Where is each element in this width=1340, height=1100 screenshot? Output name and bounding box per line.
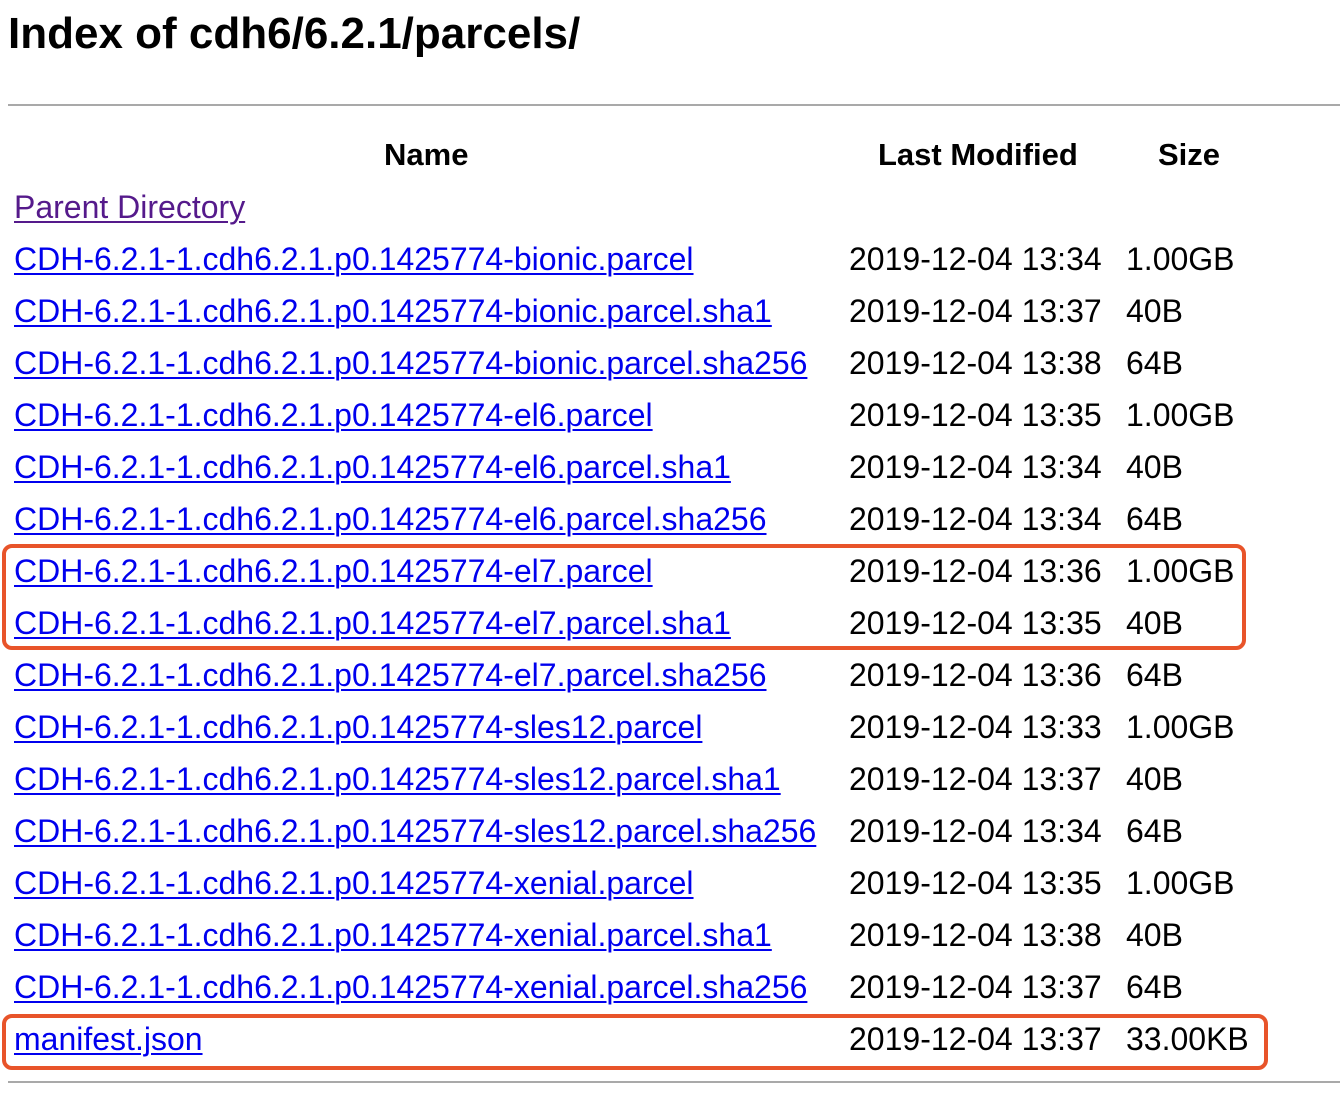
- last-modified-cell: 2019-12-04 13:36: [849, 657, 1102, 693]
- table-row: CDH-6.2.1-1.cdh6.2.1.p0.1425774-el7.parc…: [14, 649, 1183, 701]
- last-modified-cell: 2019-12-04 13:34: [849, 241, 1102, 277]
- file-link[interactable]: manifest.json: [14, 1021, 203, 1057]
- size-cell: 1.00GB: [1126, 865, 1235, 901]
- file-link[interactable]: CDH-6.2.1-1.cdh6.2.1.p0.1425774-xenial.p…: [14, 969, 808, 1005]
- size-cell: 64B: [1126, 969, 1183, 1005]
- file-link[interactable]: CDH-6.2.1-1.cdh6.2.1.p0.1425774-el6.parc…: [14, 449, 731, 485]
- size-cell: 1.00GB: [1126, 553, 1235, 589]
- size-cell: 40B: [1126, 605, 1183, 641]
- size-cell: 64B: [1126, 345, 1183, 381]
- file-link[interactable]: CDH-6.2.1-1.cdh6.2.1.p0.1425774-el7.parc…: [14, 605, 731, 641]
- horizontal-rule-top: [8, 104, 1340, 106]
- file-link[interactable]: CDH-6.2.1-1.cdh6.2.1.p0.1425774-sles12.p…: [14, 813, 817, 849]
- table-row: CDH-6.2.1-1.cdh6.2.1.p0.1425774-bionic.p…: [14, 233, 1235, 285]
- file-link[interactable]: CDH-6.2.1-1.cdh6.2.1.p0.1425774-sles12.p…: [14, 761, 781, 797]
- file-link[interactable]: CDH-6.2.1-1.cdh6.2.1.p0.1425774-bionic.p…: [14, 241, 694, 277]
- table-row: CDH-6.2.1-1.cdh6.2.1.p0.1425774-el6.parc…: [14, 441, 1183, 493]
- size-cell: 40B: [1126, 293, 1183, 329]
- file-link[interactable]: CDH-6.2.1-1.cdh6.2.1.p0.1425774-el6.parc…: [14, 397, 653, 433]
- size-cell: 40B: [1126, 449, 1183, 485]
- table-row: manifest.json 2019-12-04 13:37 33.00KB: [14, 1013, 1249, 1065]
- file-link[interactable]: CDH-6.2.1-1.cdh6.2.1.p0.1425774-xenial.p…: [14, 917, 772, 953]
- last-modified-cell: 2019-12-04 13:36: [849, 553, 1102, 589]
- column-header-last-modified: Last Modified: [878, 137, 1078, 172]
- table-header: Name Last Modified Size: [0, 129, 1340, 181]
- column-header-size: Size: [1158, 137, 1221, 172]
- last-modified-cell: 2019-12-04 13:34: [849, 813, 1102, 849]
- size-cell: 1.00GB: [1126, 241, 1235, 277]
- table-row: CDH-6.2.1-1.cdh6.2.1.p0.1425774-el6.parc…: [14, 389, 1235, 441]
- parent-directory-row: Parent Directory: [14, 181, 245, 233]
- file-link[interactable]: CDH-6.2.1-1.cdh6.2.1.p0.1425774-bionic.p…: [14, 293, 772, 329]
- horizontal-rule-bottom: [8, 1081, 1340, 1083]
- file-link[interactable]: CDH-6.2.1-1.cdh6.2.1.p0.1425774-el7.parc…: [14, 553, 653, 589]
- table-row: CDH-6.2.1-1.cdh6.2.1.p0.1425774-el7.parc…: [14, 545, 1235, 597]
- page-title: Index of cdh6/6.2.1/parcels/: [8, 9, 581, 58]
- size-cell: 64B: [1126, 501, 1183, 537]
- size-cell: 1.00GB: [1126, 709, 1235, 745]
- table-row: CDH-6.2.1-1.cdh6.2.1.p0.1425774-el7.parc…: [14, 597, 1183, 649]
- table-row: CDH-6.2.1-1.cdh6.2.1.p0.1425774-bionic.p…: [14, 337, 1183, 389]
- file-link[interactable]: CDH-6.2.1-1.cdh6.2.1.p0.1425774-el7.parc…: [14, 657, 767, 693]
- last-modified-cell: 2019-12-04 13:35: [849, 605, 1102, 641]
- table-row: CDH-6.2.1-1.cdh6.2.1.p0.1425774-sles12.p…: [14, 753, 1183, 805]
- last-modified-cell: 2019-12-04 13:38: [849, 345, 1102, 381]
- file-link[interactable]: CDH-6.2.1-1.cdh6.2.1.p0.1425774-bionic.p…: [14, 345, 808, 381]
- file-link[interactable]: CDH-6.2.1-1.cdh6.2.1.p0.1425774-el6.parc…: [14, 501, 767, 537]
- manifest-highlight-box: [2, 1014, 1268, 1070]
- last-modified-cell: 2019-12-04 13:35: [849, 397, 1102, 433]
- table-row: CDH-6.2.1-1.cdh6.2.1.p0.1425774-el6.parc…: [14, 493, 1183, 545]
- last-modified-cell: 2019-12-04 13:34: [849, 449, 1102, 485]
- size-cell: 33.00KB: [1126, 1021, 1249, 1057]
- table-row: CDH-6.2.1-1.cdh6.2.1.p0.1425774-bionic.p…: [14, 285, 1183, 337]
- size-cell: 64B: [1126, 657, 1183, 693]
- last-modified-cell: 2019-12-04 13:35: [849, 865, 1102, 901]
- file-link[interactable]: CDH-6.2.1-1.cdh6.2.1.p0.1425774-xenial.p…: [14, 865, 694, 901]
- size-cell: 64B: [1126, 813, 1183, 849]
- table-row: CDH-6.2.1-1.cdh6.2.1.p0.1425774-sles12.p…: [14, 805, 1183, 857]
- size-cell: 40B: [1126, 761, 1183, 797]
- table-row: CDH-6.2.1-1.cdh6.2.1.p0.1425774-sles12.p…: [14, 701, 1235, 753]
- table-row: CDH-6.2.1-1.cdh6.2.1.p0.1425774-xenial.p…: [14, 961, 1183, 1013]
- last-modified-cell: 2019-12-04 13:37: [849, 1021, 1102, 1057]
- last-modified-cell: 2019-12-04 13:38: [849, 917, 1102, 953]
- el7-highlight-box: [2, 544, 1246, 650]
- last-modified-cell: 2019-12-04 13:34: [849, 501, 1102, 537]
- last-modified-cell: 2019-12-04 13:37: [849, 293, 1102, 329]
- parent-directory-link[interactable]: Parent Directory: [14, 189, 246, 225]
- last-modified-cell: 2019-12-04 13:37: [849, 969, 1102, 1005]
- table-row: CDH-6.2.1-1.cdh6.2.1.p0.1425774-xenial.p…: [14, 857, 1235, 909]
- last-modified-cell: 2019-12-04 13:37: [849, 761, 1102, 797]
- size-cell: 40B: [1126, 917, 1183, 953]
- last-modified-cell: 2019-12-04 13:33: [849, 709, 1102, 745]
- table-row: CDH-6.2.1-1.cdh6.2.1.p0.1425774-xenial.p…: [14, 909, 1183, 961]
- column-header-name: Name: [384, 137, 469, 172]
- size-cell: 1.00GB: [1126, 397, 1235, 433]
- file-link[interactable]: CDH-6.2.1-1.cdh6.2.1.p0.1425774-sles12.p…: [14, 709, 703, 745]
